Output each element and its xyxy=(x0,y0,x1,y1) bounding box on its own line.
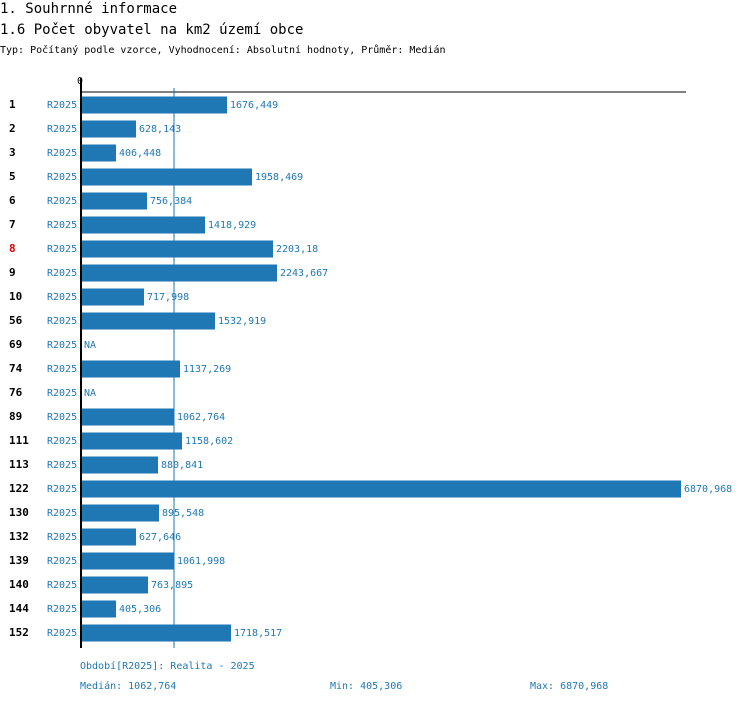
category-label: 132 xyxy=(9,530,29,543)
value-label: 880,841 xyxy=(161,460,203,471)
category-label: 140 xyxy=(9,578,29,591)
value-label: 1158,602 xyxy=(185,436,233,447)
chart-description: Typ: Počítaný podle vzorce, Vyhodnocení:… xyxy=(0,45,446,56)
value-label: 1137,269 xyxy=(183,364,231,375)
footer-median: Medián: 1062,764 xyxy=(80,681,177,692)
footer-max: Max: 6870,968 xyxy=(530,681,609,692)
category-label: 152 xyxy=(9,626,29,639)
value-label: 1958,469 xyxy=(255,172,303,183)
category-label: 89 xyxy=(9,410,22,423)
bar xyxy=(81,456,158,474)
series-label: R2025 xyxy=(47,124,77,135)
series-label: R2025 xyxy=(47,292,77,303)
value-label: 1061,998 xyxy=(177,556,225,567)
bar xyxy=(81,360,180,378)
category-label: 1 xyxy=(9,98,16,111)
bar xyxy=(81,552,174,570)
series-label: R2025 xyxy=(47,436,77,447)
series-label: R2025 xyxy=(47,604,77,615)
category-label: 7 xyxy=(9,218,16,231)
series-label: R2025 xyxy=(47,508,77,519)
series-label: R2025 xyxy=(47,268,77,279)
bar xyxy=(81,624,231,642)
series-label: R2025 xyxy=(47,628,77,639)
bar xyxy=(81,168,252,186)
category-label: 144 xyxy=(9,602,29,615)
category-label: 122 xyxy=(9,482,29,495)
series-label: R2025 xyxy=(47,148,77,159)
value-label: 2243,667 xyxy=(280,268,328,279)
value-label: 2203,18 xyxy=(276,244,318,255)
bar xyxy=(81,528,136,546)
bar xyxy=(81,96,227,114)
bar xyxy=(81,264,277,282)
bar xyxy=(81,432,182,450)
series-label: R2025 xyxy=(47,460,77,471)
series-label: R2025 xyxy=(47,532,77,543)
value-label: NA xyxy=(84,340,96,351)
footer-period: Období[R2025]: Realita - 2025 xyxy=(80,661,255,672)
category-label: 5 xyxy=(9,170,16,183)
category-label: 2 xyxy=(9,122,16,135)
value-label: 1718,517 xyxy=(234,628,282,639)
bar xyxy=(81,480,681,498)
page-title: 1. Souhrnné informace xyxy=(0,1,178,17)
series-label: R2025 xyxy=(47,100,77,111)
value-label: 1532,919 xyxy=(218,316,266,327)
value-label: 895,548 xyxy=(162,508,204,519)
category-label: 111 xyxy=(9,434,29,447)
category-label: 9 xyxy=(9,266,16,279)
bar xyxy=(81,216,205,234)
series-label: R2025 xyxy=(47,412,77,423)
value-label: 405,306 xyxy=(119,604,161,615)
value-label: 628,143 xyxy=(139,124,181,135)
series-label: R2025 xyxy=(47,484,77,495)
bar xyxy=(81,192,147,210)
chart-title: 1.6 Počet obyvatel na km2 území obce xyxy=(0,22,304,38)
bar xyxy=(81,576,148,594)
series-label: R2025 xyxy=(47,172,77,183)
series-label: R2025 xyxy=(47,580,77,591)
series-label: R2025 xyxy=(47,220,77,231)
series-label: R2025 xyxy=(47,340,77,351)
category-label: 74 xyxy=(9,362,23,375)
value-label: 1676,449 xyxy=(230,100,278,111)
category-label: 10 xyxy=(9,290,22,303)
value-label: 1418,929 xyxy=(208,220,256,231)
value-label: 763,895 xyxy=(151,580,193,591)
series-label: R2025 xyxy=(47,316,77,327)
bar xyxy=(81,144,116,162)
category-label: 3 xyxy=(9,146,16,159)
value-label: 1062,764 xyxy=(177,412,225,423)
series-label: R2025 xyxy=(47,196,77,207)
value-label: NA xyxy=(84,388,96,399)
series-label: R2025 xyxy=(47,388,77,399)
value-label: 627,646 xyxy=(139,532,181,543)
category-label: 139 xyxy=(9,554,29,567)
category-label: 113 xyxy=(9,458,29,471)
bar xyxy=(81,120,136,138)
series-label: R2025 xyxy=(47,244,77,255)
footer-min: Min: 405,306 xyxy=(330,681,403,692)
category-label: 76 xyxy=(9,386,23,399)
category-label: 56 xyxy=(9,314,23,327)
category-label: 69 xyxy=(9,338,22,351)
bar xyxy=(81,312,215,330)
category-label: 8 xyxy=(9,242,16,255)
category-label: 130 xyxy=(9,506,29,519)
value-label: 6870,968 xyxy=(684,484,732,495)
bar xyxy=(81,288,144,306)
bar xyxy=(81,240,273,258)
series-label: R2025 xyxy=(47,556,77,567)
value-label: 717,998 xyxy=(147,292,189,303)
series-label: R2025 xyxy=(47,364,77,375)
value-label: 756,384 xyxy=(150,196,192,207)
value-label: 406,448 xyxy=(119,148,161,159)
bar xyxy=(81,504,159,522)
bar xyxy=(81,600,116,618)
category-label: 6 xyxy=(9,194,16,207)
bar xyxy=(81,408,174,426)
